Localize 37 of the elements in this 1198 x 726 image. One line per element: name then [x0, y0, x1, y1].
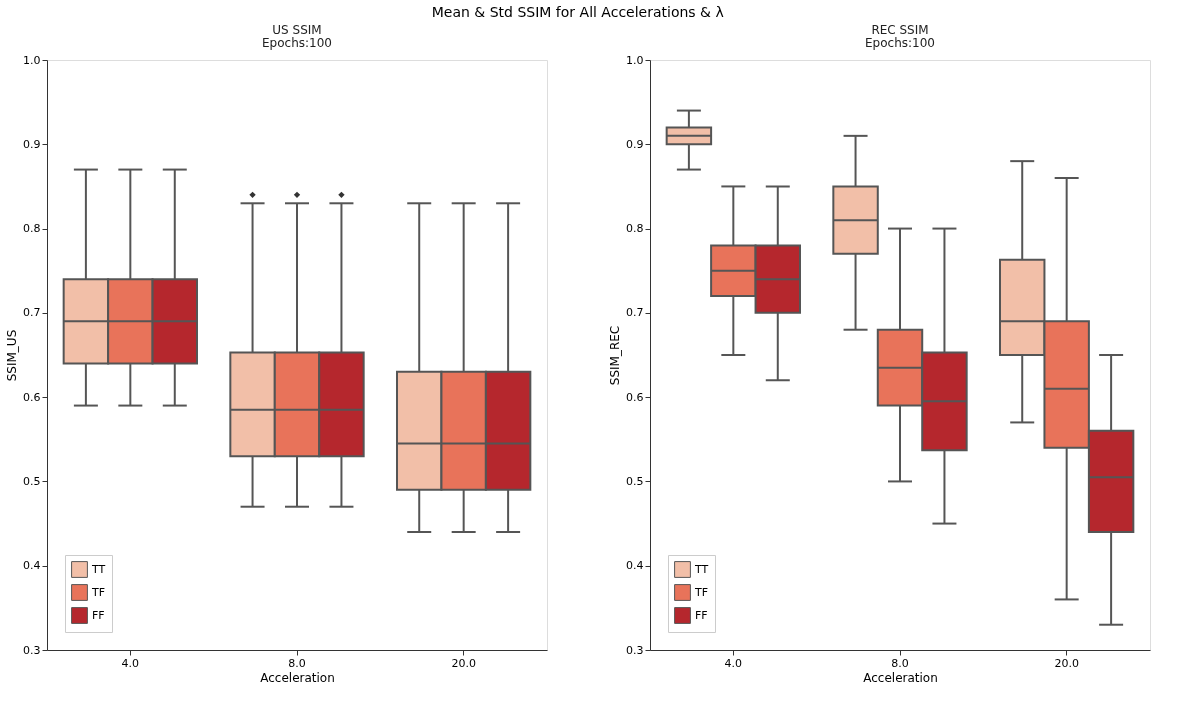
legend-label: TT	[694, 562, 709, 576]
y-tick-label: 0.8	[23, 222, 41, 236]
y-axis-title: SSIM_US	[5, 329, 20, 382]
y-tick-label: 0.7	[23, 306, 41, 320]
y-tick-label: 0.3	[23, 643, 41, 657]
legend-label: TF	[91, 585, 106, 599]
x-tick-label: 20.0	[451, 656, 476, 670]
x-axis-title: Acceleration	[260, 670, 335, 685]
y-tick-label: 0.5	[626, 474, 644, 488]
y-tick-label: 0.4	[626, 559, 644, 573]
chart-subtitle: Epochs:100	[262, 36, 332, 50]
legend-label: TF	[694, 585, 709, 599]
y-tick-label: 0.7	[626, 306, 644, 320]
y-tick-label: 0.6	[23, 390, 41, 404]
y-tick-label: 1.0	[23, 53, 41, 67]
legend-label: FF	[695, 608, 708, 622]
x-tick-label: 4.0	[121, 656, 140, 670]
x-tick-label: 8.0	[891, 656, 909, 670]
y-tick-label: 0.8	[626, 222, 644, 236]
chart-title: REC SSIM	[871, 23, 929, 37]
y-tick-label: 0.3	[626, 643, 644, 657]
x-tick-label: 4.0	[724, 656, 743, 670]
y-tick-label: 0.4	[23, 559, 41, 573]
x-axis-title: Acceleration	[863, 670, 938, 685]
y-axis-title: SSIM_REC	[608, 325, 623, 386]
x-tick-label: 20.0	[1054, 656, 1079, 670]
y-tick-label: 0.9	[626, 137, 644, 151]
chart-title: US SSIM	[272, 23, 322, 37]
y-tick-label: 0.6	[626, 390, 644, 404]
y-tick-label: 1.0	[626, 53, 644, 67]
chart-subtitle: Epochs:100	[865, 36, 935, 50]
text: Mean & Std SSIM for All Accelerations & λ	[431, 3, 724, 20]
y-tick-label: 0.5	[23, 474, 41, 488]
y-tick-label: 0.9	[23, 137, 41, 151]
legend-label: TT	[91, 562, 106, 576]
legend-label: FF	[92, 608, 105, 622]
x-tick-label: 8.0	[288, 656, 306, 670]
